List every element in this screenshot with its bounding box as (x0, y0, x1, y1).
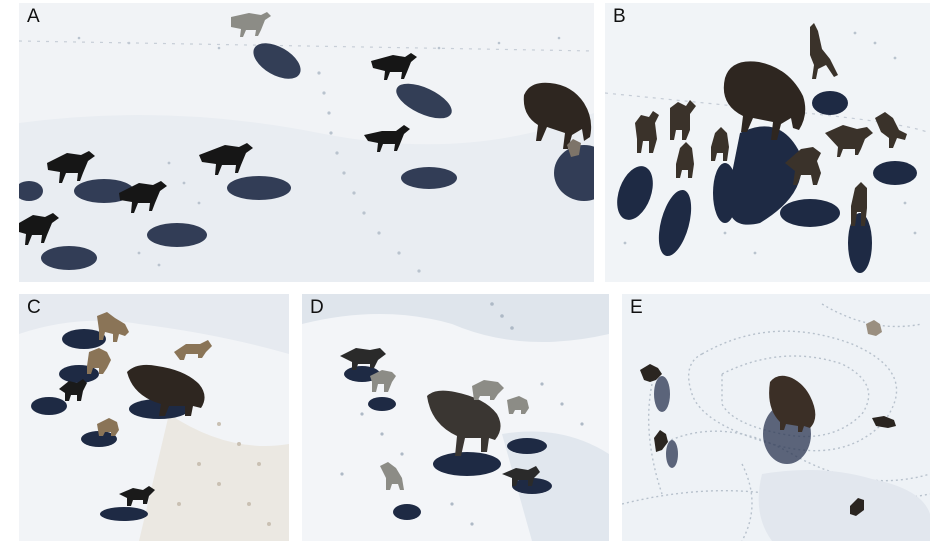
panel-label: E (630, 297, 643, 318)
photo-panel-c: C (19, 294, 289, 541)
panel-label: B (613, 6, 626, 27)
photo-panel-e: E (622, 294, 930, 541)
wolves-surrounding-bison-photo (605, 3, 930, 282)
bison-with-trampled-snow-photo (622, 294, 930, 541)
photo-panel-d: D (302, 294, 609, 541)
panel-label: D (310, 297, 324, 318)
wolves-traveling-photo (19, 3, 594, 282)
panel-label: C (27, 297, 41, 318)
wolves-attacking-bison-photo (302, 294, 609, 541)
photo-panel-a: A (19, 3, 594, 282)
wolves-around-bison-photo (19, 294, 289, 541)
panel-label: A (27, 6, 40, 27)
photo-panel-b: B (605, 3, 930, 282)
